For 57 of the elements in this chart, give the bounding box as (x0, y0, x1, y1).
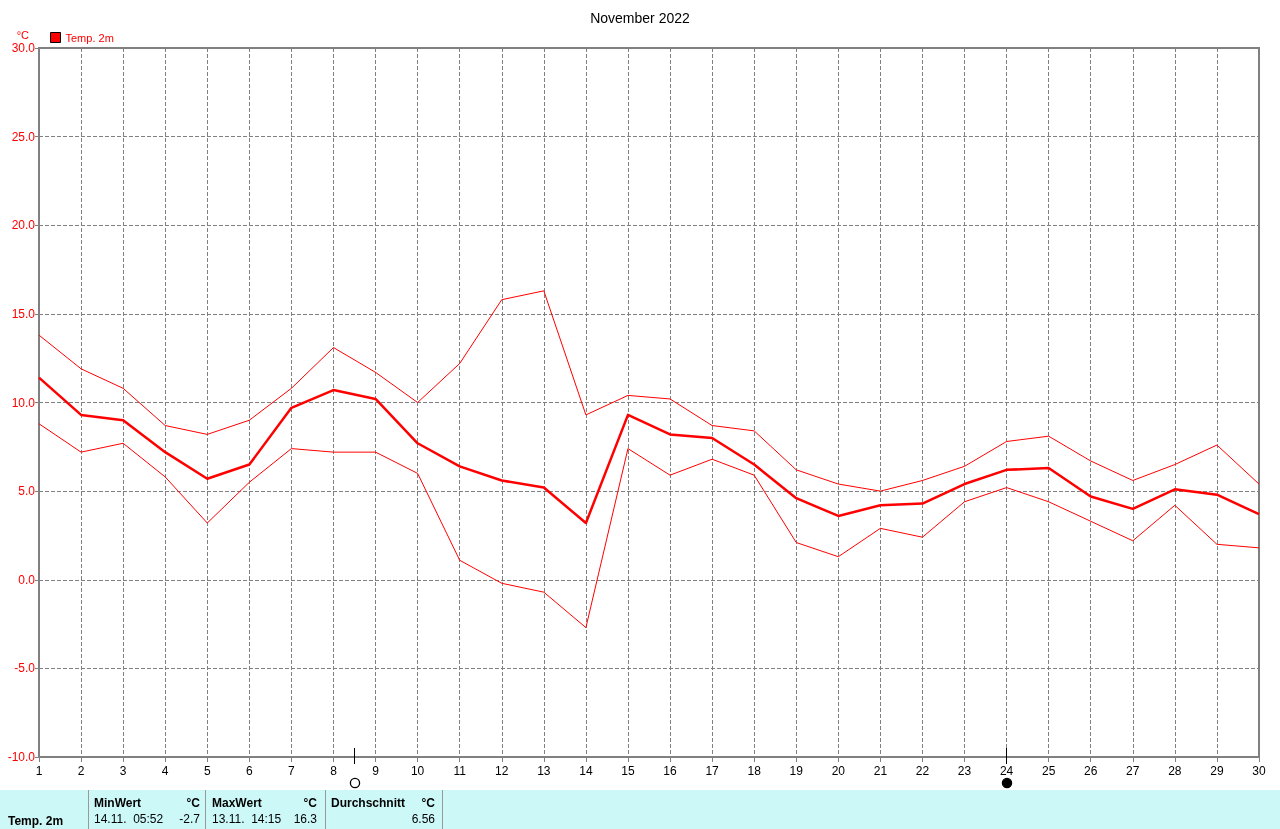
x-tick-label: 1 (35, 764, 43, 778)
chart-title: November 2022 (590, 10, 691, 26)
x-tick-label: 15 (621, 764, 635, 778)
text: MinWert (94, 796, 142, 810)
x-tick-label: 12 (495, 764, 509, 778)
legend-label: Temp. 2m (65, 31, 114, 44)
x-tick-label: 23 (957, 764, 972, 778)
y-tick-label: 30.0 (11, 41, 36, 55)
x-tick-label: 3 (119, 764, 127, 778)
y-tick-label: -10.0 (7, 750, 36, 764)
y-tick-label: 5.0 (18, 484, 36, 499)
x-tick-label: 26 (1084, 764, 1098, 778)
x-tick-label: 4 (161, 764, 169, 778)
y-axis-title: °C (16, 28, 30, 41)
y-tick-label: 10.0 (11, 395, 36, 410)
x-tick-label: 13 (537, 764, 551, 778)
y-tick-label: 20.0 (11, 218, 36, 233)
text: °C (421, 796, 435, 810)
x-tick-label: 19 (789, 764, 804, 778)
x-tick-label: 27 (1126, 764, 1140, 778)
text: 13.11. 14:15 (212, 812, 282, 826)
x-tick-label: 25 (1041, 764, 1056, 778)
x-tick-label: 28 (1168, 764, 1182, 778)
x-tick-label: 14 (579, 764, 593, 778)
x-tick-label: 17 (705, 764, 720, 778)
text: °C (303, 796, 317, 810)
x-tick-label: 29 (1210, 764, 1224, 778)
text: -2.7 (179, 812, 200, 826)
y-tick-label: 25.0 (11, 129, 36, 144)
x-tick-label: 5 (203, 764, 211, 778)
text: Durchschnitt (331, 796, 406, 810)
line-series (38, 290, 1260, 492)
line-series (37, 376, 1261, 525)
text: MaxWert (212, 796, 262, 810)
x-tick-label: 20 (831, 764, 846, 778)
y-tick-label: 0.0 (18, 572, 36, 587)
x-tick-label: 7 (288, 764, 296, 778)
x-tick-label: 21 (873, 764, 888, 778)
y-tick-label: -5.0 (14, 661, 36, 676)
text: °C (186, 796, 200, 810)
x-tick-label: 24 (999, 764, 1014, 778)
x-tick-label: 30 (1252, 764, 1266, 778)
text: 6.56 (411, 812, 435, 826)
text: Temp. 2m (8, 814, 64, 828)
x-tick-label: 11 (453, 764, 467, 778)
x-tick-label: 18 (747, 764, 762, 778)
text: 14.11. 05:52 (94, 812, 164, 826)
x-tick-label: 6 (246, 764, 253, 778)
x-tick-label: 2 (77, 764, 85, 778)
text: 16.3 (293, 812, 317, 826)
line-series (38, 423, 1260, 629)
x-tick-label: 10 (410, 764, 425, 778)
y-tick-label: 15.0 (11, 306, 36, 321)
x-tick-label: 8 (330, 764, 338, 778)
x-tick-label: 16 (663, 764, 678, 778)
x-tick-label: 22 (915, 764, 930, 778)
x-tick-label: 9 (372, 764, 380, 778)
